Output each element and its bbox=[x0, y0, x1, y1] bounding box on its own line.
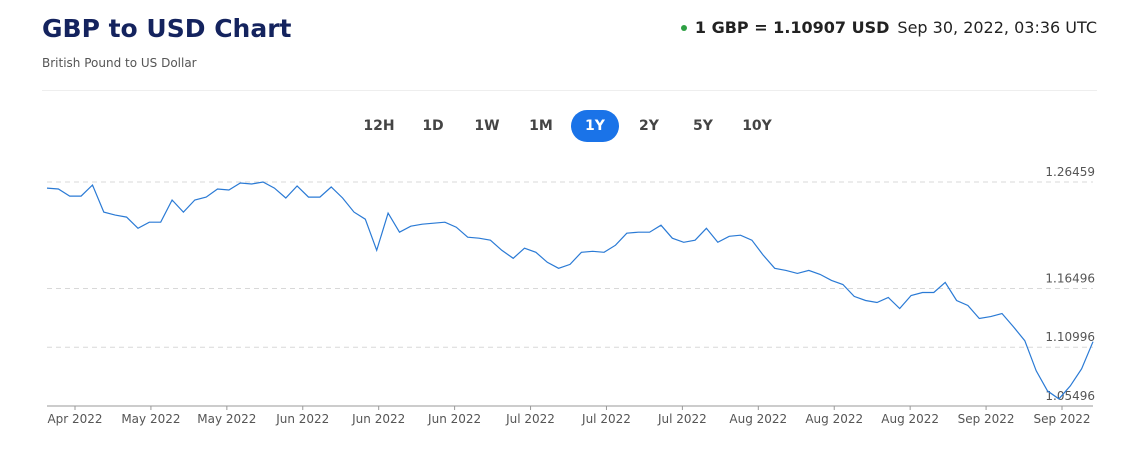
x-tick-label: Jul 2022 bbox=[581, 412, 631, 426]
x-tick-label: Aug 2022 bbox=[881, 412, 939, 426]
y-tick-label: 1.26459 bbox=[1045, 165, 1095, 179]
range-button[interactable]: 1M bbox=[529, 118, 553, 134]
price-line bbox=[46, 181, 1094, 400]
x-tick-label: Jun 2022 bbox=[275, 412, 329, 426]
x-tick-label: Apr 2022 bbox=[47, 412, 102, 426]
x-tick-label: Jul 2022 bbox=[657, 412, 707, 426]
x-tick-label: May 2022 bbox=[121, 412, 180, 426]
range-button[interactable]: 1D bbox=[422, 118, 444, 134]
x-tick-label: Jul 2022 bbox=[505, 412, 555, 426]
divider bbox=[42, 90, 1097, 91]
status-dot bbox=[680, 24, 687, 31]
subtitle: British Pound to US Dollar bbox=[42, 56, 197, 70]
x-tick-label: Sep 2022 bbox=[1034, 412, 1091, 426]
x-tick-label: Jun 2022 bbox=[427, 412, 481, 426]
chart: 1.05496 1.10996 1.16496 1.26459 Apr 2022 May … bbox=[46, 165, 1095, 426]
range-button[interactable]: 1Y bbox=[571, 110, 619, 142]
x-tick-label: Sep 2022 bbox=[958, 412, 1015, 426]
x-tick-label: May 2022 bbox=[197, 412, 256, 426]
x-tick-label: Aug 2022 bbox=[729, 412, 787, 426]
rate: 1 GBP = 1.10907 USD bbox=[694, 18, 890, 37]
timestamp: Sep 30, 2022, 03:36 UTC bbox=[897, 18, 1097, 37]
range-button[interactable]: 5Y bbox=[693, 118, 713, 134]
range-button[interactable]: 2Y bbox=[639, 118, 659, 134]
title: GBP to USD Chart bbox=[42, 14, 292, 43]
x-tick-label: Aug 2022 bbox=[805, 412, 863, 426]
range-button[interactable]: 1W bbox=[474, 118, 500, 134]
y-tick-label: 1.16496 bbox=[1045, 271, 1095, 285]
range-selector: 12H 1D 1W 1M 1Y 2Y 5Y 10Y bbox=[355, 110, 781, 142]
x-tick-label: Jun 2022 bbox=[351, 412, 405, 426]
rate-box: 1 GBP = 1.10907 USD Sep 30, 2022, 03:36 … bbox=[680, 18, 1097, 37]
range-button[interactable]: 12H bbox=[363, 118, 395, 134]
range-button[interactable]: 10Y bbox=[742, 118, 772, 134]
y-tick-label: 1.10996 bbox=[1045, 330, 1095, 344]
y-tick-label: 1.05496 bbox=[1045, 389, 1095, 403]
